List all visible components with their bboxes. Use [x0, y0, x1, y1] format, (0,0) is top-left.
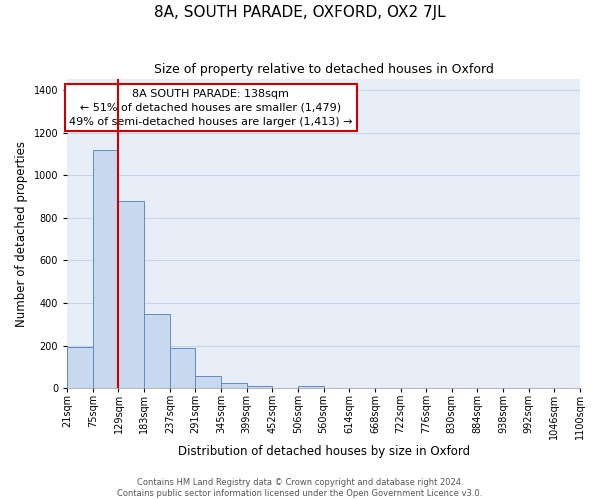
Bar [247, 386, 272, 388]
Bar [298, 386, 323, 388]
Bar [118, 201, 144, 388]
Bar [221, 384, 247, 388]
Bar [144, 314, 170, 388]
Bar [170, 348, 196, 388]
Bar [67, 346, 93, 388]
Y-axis label: Number of detached properties: Number of detached properties [15, 141, 28, 327]
Text: 8A SOUTH PARADE: 138sqm  
← 51% of detached houses are smaller (1,479)
49% of se: 8A SOUTH PARADE: 138sqm ← 51% of detache… [69, 88, 353, 126]
Bar [93, 150, 118, 388]
X-axis label: Distribution of detached houses by size in Oxford: Distribution of detached houses by size … [178, 444, 470, 458]
Text: 8A, SOUTH PARADE, OXFORD, OX2 7JL: 8A, SOUTH PARADE, OXFORD, OX2 7JL [154, 5, 446, 20]
Title: Size of property relative to detached houses in Oxford: Size of property relative to detached ho… [154, 62, 494, 76]
Text: Contains HM Land Registry data © Crown copyright and database right 2024.
Contai: Contains HM Land Registry data © Crown c… [118, 478, 482, 498]
Bar [196, 376, 221, 388]
